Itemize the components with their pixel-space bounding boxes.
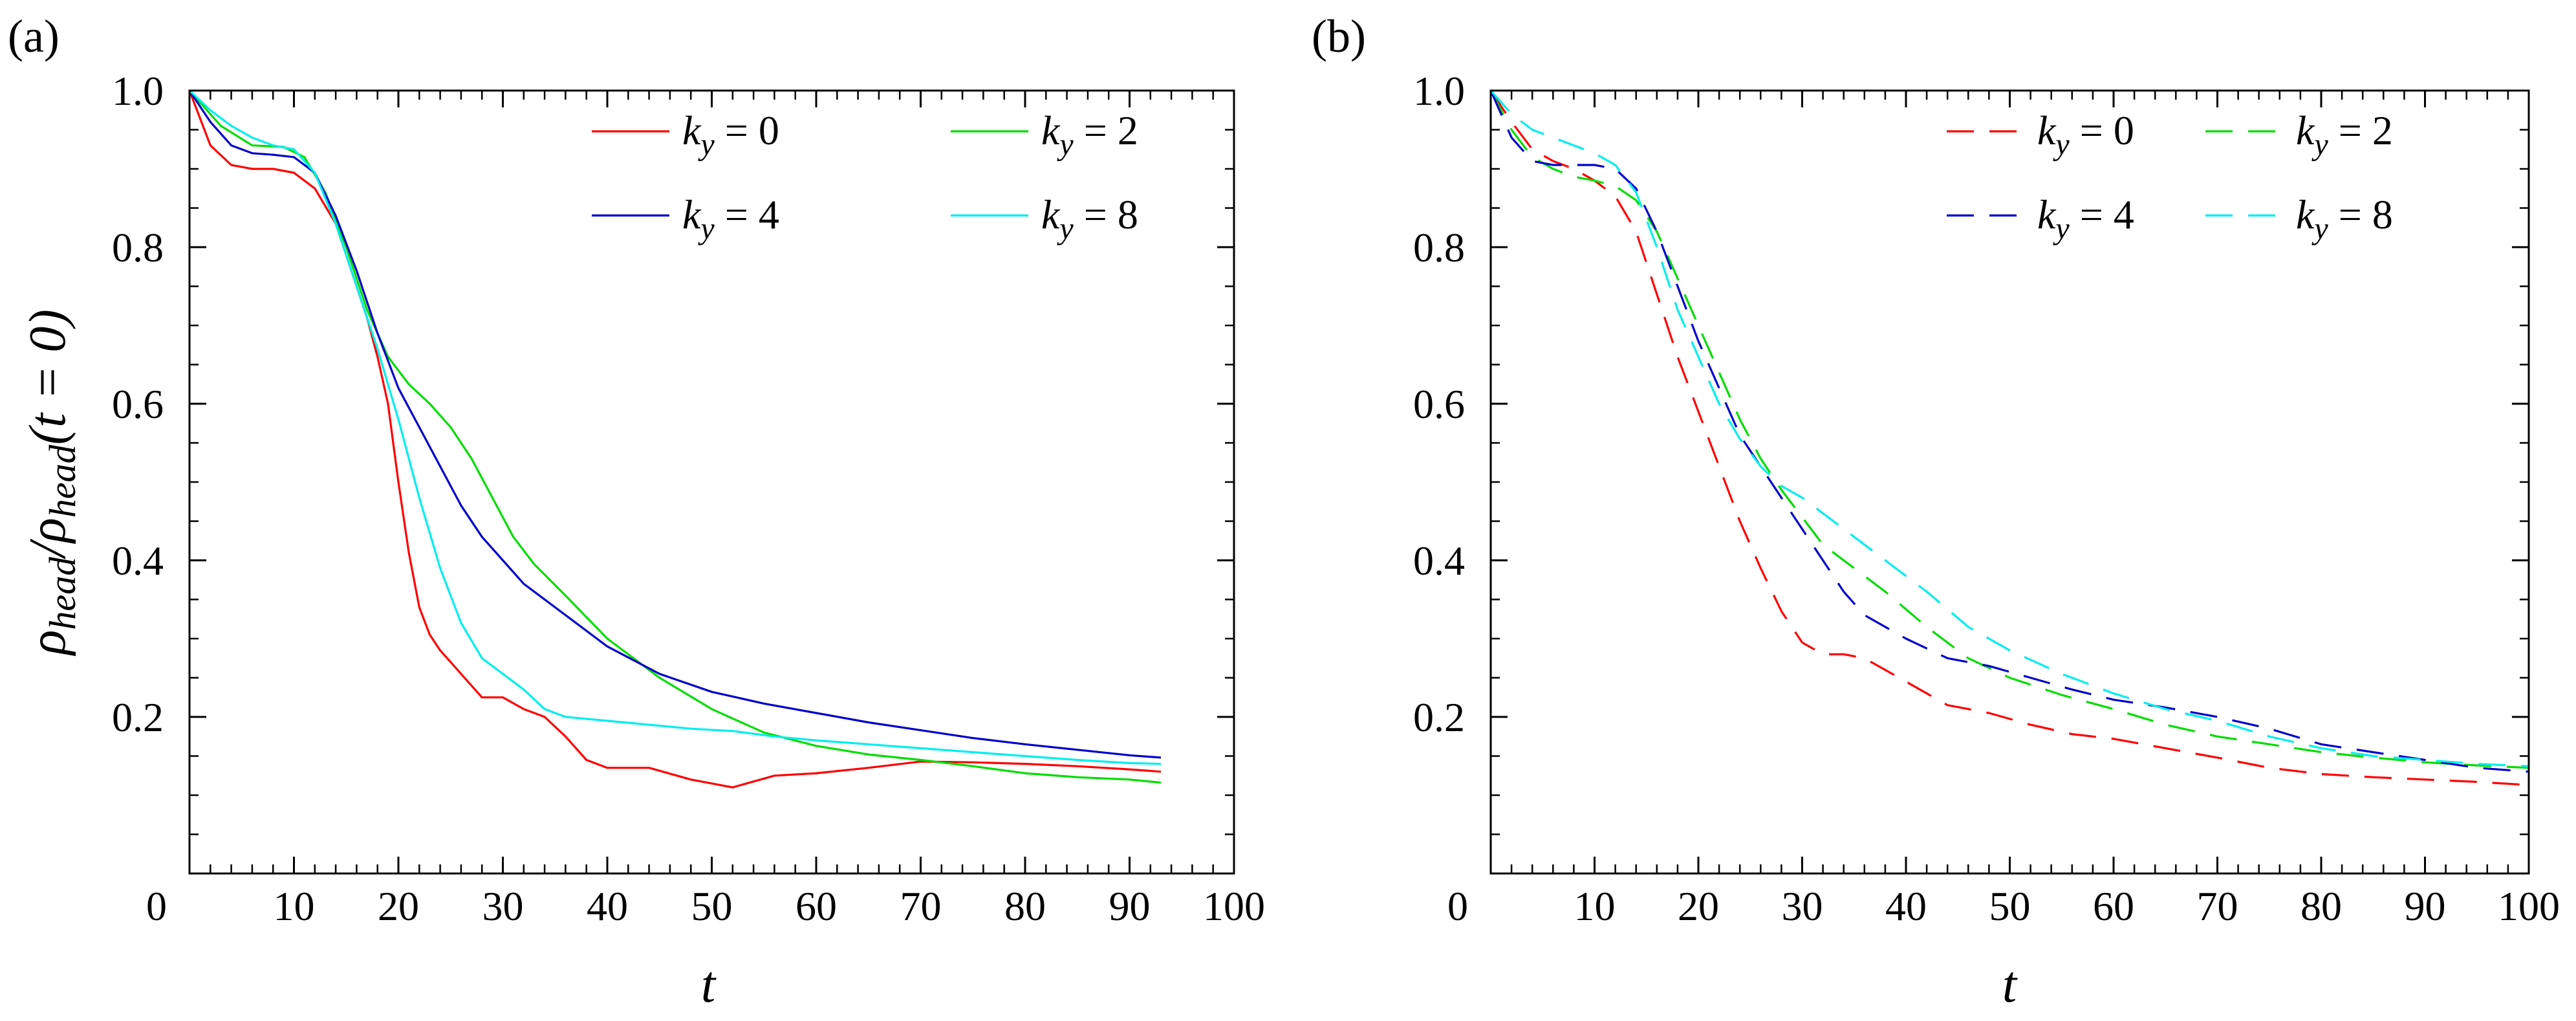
- panel-a-y-axis-label: ρhead/ρhead(t = 0): [19, 309, 83, 657]
- y-tick-label: 0.2: [1413, 694, 1465, 740]
- panel-b: (b) 0 10 20 30 40 50 60 70 80 90 100 0.2 0.4 0.6 0.8 1…: [1312, 10, 2560, 1013]
- legend-sub: y: [2311, 212, 2328, 246]
- panel-a-x-tick-labels: 0 10 20 30 40 50 60 70 80 90 100: [146, 883, 1265, 929]
- x-tick-label: 100: [1203, 883, 1265, 929]
- legend-value: = 4: [715, 192, 779, 237]
- legend-k: k: [2037, 107, 2057, 153]
- x-tick-label: 0: [146, 883, 167, 929]
- y-tick-label: 0.8: [1413, 225, 1465, 270]
- legend-label: ky = 0: [2037, 107, 2134, 162]
- series-line: [188, 90, 1162, 759]
- y-tick-label: 1.0: [112, 68, 164, 114]
- y-label-rho-2: /ρ: [19, 518, 76, 560]
- series-line: [188, 90, 1162, 789]
- y-label-sub-1: head: [41, 556, 83, 630]
- legend-sub: y: [1056, 127, 1074, 162]
- legend-sub: y: [2052, 212, 2070, 246]
- legend-sub: y: [697, 127, 715, 162]
- legend-value: = 4: [2070, 192, 2134, 237]
- legend-label: ky = 4: [682, 192, 779, 246]
- legend-k: k: [1041, 107, 1061, 153]
- legend-k: k: [2296, 107, 2315, 153]
- x-tick-label: 0: [1447, 883, 1468, 929]
- panel-a-series: [188, 89, 1162, 789]
- x-tick-label: 90: [2405, 883, 2446, 929]
- x-tick-label: 70: [900, 883, 942, 929]
- y-label-tail: (t = 0): [19, 309, 76, 445]
- y-tick-label: 0.8: [112, 225, 164, 270]
- x-tick-label: 10: [1574, 883, 1616, 929]
- panel-b-y-tick-labels: 0.2 0.4 0.6 0.8 1.0: [1413, 68, 1465, 740]
- panel-a-x-axis-label: t: [701, 956, 717, 1013]
- panel-b-x-tick-labels: 0 10 20 30 40 50 60 70 80 90 100: [1447, 883, 2560, 929]
- legend-label: ky = 2: [2296, 107, 2393, 162]
- panel-b-legend: ky = 0 ky = 2ky = 4 ky = 8: [1947, 107, 2393, 246]
- x-tick-label: 50: [1989, 883, 2031, 929]
- panel-b-frame: [1489, 89, 2530, 875]
- legend-label: ky = 4: [2037, 192, 2134, 246]
- legend-label: ky = 8: [2296, 192, 2393, 246]
- x-tick-label: 90: [1109, 883, 1151, 929]
- series-line: [1489, 90, 2529, 769]
- legend-value: = 0: [715, 107, 779, 153]
- legend-k: k: [2296, 192, 2315, 237]
- y-tick-label: 0.2: [112, 694, 164, 740]
- y-label-sub-2: head: [41, 444, 83, 518]
- y-tick-label: 0.6: [1413, 381, 1465, 427]
- legend-sub: y: [1056, 212, 1074, 246]
- x-tick-label: 70: [2197, 883, 2238, 929]
- legend-k: k: [682, 192, 702, 237]
- legend-sub: y: [2052, 127, 2070, 162]
- x-tick-label: 80: [2300, 883, 2342, 929]
- x-tick-label: 30: [1782, 883, 1823, 929]
- panel-a-y-tick-labels: 0.2 0.4 0.6 0.8 1.0: [112, 68, 164, 740]
- x-tick-label: 60: [2093, 883, 2134, 929]
- series-line: [1489, 90, 2529, 786]
- panel-b-series: [1489, 89, 2529, 786]
- legend-label: ky = 2: [1041, 107, 1138, 162]
- legend-value: = 2: [1074, 107, 1138, 153]
- panel-a: (a) 0 10 20 30 40 50 60 70 80 90 100 0.2 0.4 0.6 0.8 1…: [8, 10, 1265, 1013]
- panel-a-frame: [188, 89, 1235, 875]
- legend-k: k: [682, 107, 702, 153]
- x-tick-label: 10: [274, 883, 315, 929]
- panel-b-label: (b): [1312, 10, 1366, 62]
- legend-value: = 2: [2328, 107, 2393, 153]
- legend-sub: y: [697, 212, 715, 246]
- y-tick-label: 0.4: [1413, 538, 1465, 584]
- x-tick-label: 80: [1004, 883, 1046, 929]
- x-tick-label: 20: [378, 883, 419, 929]
- x-tick-label: 40: [1885, 883, 1927, 929]
- x-tick-label: 100: [2498, 883, 2560, 929]
- x-tick-label: 30: [482, 883, 524, 929]
- panel-a-legend: ky = 0 ky = 2ky = 4 ky = 8: [592, 107, 1138, 246]
- legend-label: ky = 0: [682, 107, 779, 162]
- legend-value: = 0: [2070, 107, 2134, 153]
- x-tick-label: 60: [796, 883, 837, 929]
- series-line: [1489, 90, 2529, 773]
- panel-b-x-axis-label: t: [2002, 956, 2018, 1013]
- legend-k: k: [1041, 192, 1061, 237]
- y-label-rho-1: ρ: [19, 630, 76, 657]
- y-tick-label: 0.4: [112, 538, 164, 584]
- y-tick-label: 1.0: [1413, 68, 1465, 114]
- legend-sub: y: [2311, 127, 2328, 162]
- panel-a-label: (a): [8, 10, 60, 62]
- series-line: [188, 89, 1162, 765]
- x-tick-label: 50: [691, 883, 733, 929]
- y-tick-label: 0.6: [112, 381, 164, 427]
- x-tick-label: 20: [1678, 883, 1719, 929]
- legend-value: = 8: [1074, 192, 1138, 237]
- legend-k: k: [2037, 192, 2057, 237]
- legend-value: = 8: [2328, 192, 2393, 237]
- x-tick-label: 40: [587, 883, 628, 929]
- legend-label: ky = 8: [1041, 192, 1138, 246]
